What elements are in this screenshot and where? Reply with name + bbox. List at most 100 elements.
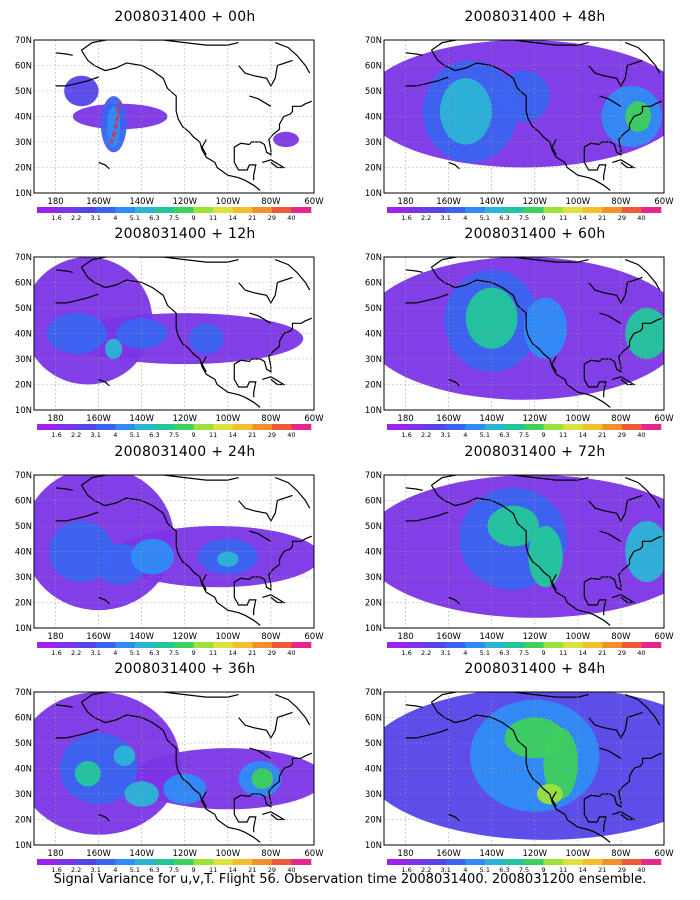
- coastline: [431, 475, 589, 486]
- variance-field: [34, 257, 304, 385]
- colorbar-label: 1.6: [51, 649, 61, 657]
- map-panel: 2008031400 + 36h 10N 20N 30N 40N 50N 60N 70N 180…: [0, 660, 330, 875]
- colorbar-label: 6.3: [149, 431, 159, 439]
- colorbar: 1.6 2.2 3.1 4 5.1 6.3 7.5 9 11 14 21 29 40: [387, 207, 662, 222]
- lat-tick-label: 20N: [15, 381, 32, 391]
- colorbar-label: 2.2: [421, 649, 431, 657]
- colorbar-label: 29: [618, 866, 626, 874]
- colorbar-label: 11: [209, 214, 217, 222]
- lat-tick-label: 40N: [365, 765, 382, 775]
- colorbar-label: 14: [229, 431, 237, 439]
- colorbar: 1.6 2.2 3.1 4 5.1 6.3 7.5 9 11 14 21 29 40: [387, 859, 662, 874]
- colorbar-label: 9: [192, 866, 196, 874]
- colorbar-label: 9: [192, 214, 196, 222]
- coastline: [583, 587, 607, 616]
- lon-tick-label: 120W: [522, 849, 547, 859]
- coastline: [448, 596, 460, 605]
- colorbar-label: 21: [598, 431, 606, 439]
- variance-contour: [625, 520, 664, 583]
- coastline: [430, 49, 611, 191]
- coastline: [599, 95, 622, 107]
- coastline: [624, 42, 661, 74]
- coastline: [405, 269, 423, 273]
- lon-tick-label: 100W: [566, 849, 591, 859]
- colorbar-label: 29: [268, 649, 276, 657]
- lon-tick-label: 180: [47, 632, 63, 642]
- colorbar-swatch: [134, 207, 155, 213]
- lon-tick-label: 60W: [304, 849, 324, 859]
- lon-tick-label: 80W: [611, 197, 631, 207]
- colorbar-swatch: [621, 424, 642, 430]
- colorbar-swatch: [582, 859, 603, 865]
- track-point: [116, 109, 120, 113]
- colorbar-swatch: [134, 859, 155, 865]
- coastline: [583, 752, 663, 808]
- colorbar-swatch: [524, 424, 544, 430]
- colorbar-swatch: [602, 859, 623, 865]
- lat-tick-label: 40N: [15, 113, 32, 123]
- colorbar-swatch: [602, 642, 623, 648]
- coastline: [405, 487, 423, 491]
- lon-tick-label: 80W: [261, 414, 281, 424]
- colorbar-swatch: [76, 642, 97, 648]
- panel-title: 2008031400 + 84h: [464, 661, 606, 677]
- map-panel: 2008031400 + 12h 10N 20N 30N 40N 50N 60N 70N 180…: [0, 225, 330, 440]
- colorbar-swatch: [426, 859, 447, 865]
- panel-title: 2008031400 + 00h: [114, 9, 256, 25]
- lon-tick-label: 60W: [304, 197, 324, 207]
- colorbar-label: 29: [268, 866, 276, 874]
- colorbar-swatch: [154, 859, 175, 865]
- panel-title: 2008031400 + 48h: [464, 9, 606, 25]
- lon-tick-label: 120W: [522, 414, 547, 424]
- coastline: [405, 52, 423, 56]
- lon-tick-label: 140W: [479, 197, 504, 207]
- colorbar-swatch: [76, 207, 97, 213]
- colorbar-swatch: [641, 859, 662, 865]
- colorbar-swatch: [174, 859, 194, 865]
- variance-contour: [528, 526, 563, 588]
- colorbar-swatch: [621, 859, 642, 865]
- coastline: [431, 40, 589, 51]
- colorbar-label: 6.3: [499, 649, 509, 657]
- coastline: [551, 139, 557, 156]
- colorbar-swatch: [484, 207, 505, 213]
- coastline: [431, 692, 589, 703]
- lat-tick-label: 10N: [365, 624, 382, 634]
- lat-tick-label: 60N: [365, 62, 382, 72]
- colorbar-label: 4: [463, 431, 467, 439]
- colorbar-label: 4: [463, 866, 467, 874]
- colorbar-label: 21: [248, 866, 256, 874]
- colorbar-swatch: [504, 642, 525, 648]
- colorbar-label: 40: [287, 866, 295, 874]
- lat-tick-label: 30N: [365, 790, 382, 800]
- lat-tick-label: 40N: [15, 765, 32, 775]
- lat-tick-label: 60N: [15, 62, 32, 72]
- lon-tick-label: 80W: [261, 849, 281, 859]
- colorbar-label: 11: [559, 431, 567, 439]
- colorbar-label: 7.5: [169, 431, 179, 439]
- colorbar-label: 21: [248, 214, 256, 222]
- map-panel: 2008031400 + 84h 10N 20N 30N 40N 50N 60N 70N 180…: [350, 660, 680, 875]
- colorbar-swatch: [213, 642, 234, 648]
- lon-tick-label: 140W: [479, 632, 504, 642]
- coastline: [201, 574, 207, 591]
- coastline: [233, 317, 313, 373]
- colorbar-swatch: [484, 642, 505, 648]
- variance-map: 10N 20N 30N 40N 50N 60N 70N 180 160W 140W 120W 100W…: [365, 36, 674, 222]
- colorbar-swatch: [291, 642, 312, 648]
- colorbar-swatch: [154, 642, 175, 648]
- colorbar-label: 40: [637, 214, 645, 222]
- colorbar-label: 2.2: [421, 866, 431, 874]
- coastline: [80, 49, 261, 191]
- colorbar-label: 6.3: [499, 866, 509, 874]
- gridlines: [34, 475, 314, 628]
- coastline: [448, 161, 460, 170]
- colorbar-label: 2.2: [421, 214, 431, 222]
- colorbar-label: 1.6: [51, 214, 61, 222]
- lon-tick-label: 180: [47, 197, 63, 207]
- coastline: [588, 711, 643, 740]
- variance-contour: [113, 745, 136, 766]
- coastlines: [55, 40, 313, 191]
- lat-tick-label: 20N: [365, 164, 382, 174]
- coastlines: [405, 257, 663, 408]
